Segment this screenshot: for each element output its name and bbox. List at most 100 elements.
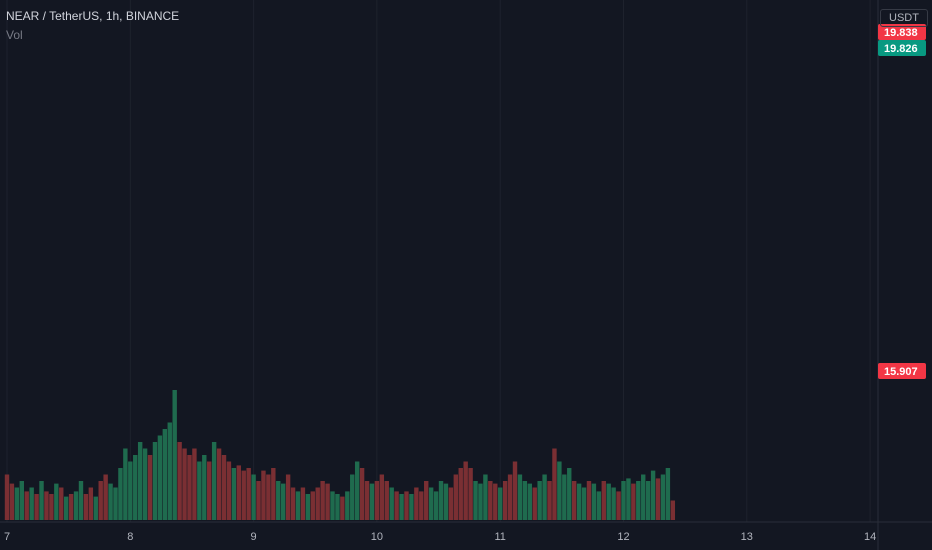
- volume-bar: [532, 487, 537, 520]
- volume-bar: [571, 481, 577, 520]
- volume-bar: [147, 455, 153, 520]
- volume-bar: [108, 483, 113, 520]
- volume-bar: [231, 468, 237, 520]
- volume-bars: [4, 390, 676, 520]
- volume-bar: [197, 461, 202, 520]
- volume-bar: [63, 496, 69, 520]
- currency-label[interactable]: USDT: [880, 9, 928, 27]
- price-tag: [878, 363, 926, 379]
- volume-bar: [162, 429, 168, 520]
- volume-bar: [9, 483, 15, 520]
- volume-bar: [261, 470, 266, 520]
- volume-bar: [44, 491, 49, 520]
- volume-bar: [409, 494, 414, 520]
- volume-bar: [133, 455, 138, 520]
- volume-bar: [211, 442, 217, 520]
- volume-bar: [14, 487, 20, 520]
- volume-bar: [502, 481, 508, 520]
- volume-bar: [493, 483, 498, 520]
- volume-bar: [665, 468, 671, 520]
- volume-bar: [443, 483, 449, 520]
- volume-bar: [246, 468, 251, 520]
- volume-bar: [537, 481, 542, 520]
- volume-bar: [468, 468, 473, 520]
- volume-bar: [424, 481, 429, 520]
- volume-bar: [118, 468, 123, 520]
- volume-bar: [34, 494, 39, 520]
- volume-bar: [290, 487, 296, 520]
- volume-bar: [414, 487, 419, 520]
- price-tags: 19.83819.82616.95416.79143:0416.15215.90…: [878, 24, 926, 379]
- volume-bar: [567, 468, 572, 520]
- volume-bar: [68, 494, 74, 520]
- volume-bar: [488, 481, 493, 520]
- volume-bar: [88, 487, 94, 520]
- volume-bar: [182, 448, 187, 520]
- volume-bar: [78, 481, 84, 520]
- volume-bar: [207, 461, 212, 520]
- volume-bar: [428, 487, 434, 520]
- volume-bar: [621, 481, 626, 520]
- volume-bar: [241, 470, 246, 520]
- volume-bar: [636, 481, 641, 520]
- volume-bar: [167, 422, 172, 520]
- volume-bar: [187, 455, 192, 520]
- volume-bar: [438, 481, 444, 520]
- volume-bar: [345, 491, 350, 520]
- volume-bar: [19, 481, 24, 520]
- volume-bar: [221, 455, 227, 520]
- volume-bar: [354, 461, 360, 520]
- volume-bar: [576, 483, 582, 520]
- volume-bar: [606, 483, 611, 520]
- volume-bar: [93, 496, 98, 520]
- price-tag-value: 19.838: [884, 27, 918, 39]
- volume-bar: [123, 448, 128, 520]
- volume-bar: [320, 481, 325, 520]
- volume-bar: [236, 465, 242, 520]
- volume-bar: [369, 483, 375, 520]
- price-tag-value: 19.826: [884, 43, 918, 55]
- volume-bar: [507, 474, 513, 520]
- volume-bar: [192, 448, 197, 520]
- volume-bar: [389, 487, 394, 520]
- volume-bar: [295, 491, 301, 520]
- volume-bar: [350, 474, 355, 520]
- volume-bar: [83, 494, 89, 520]
- time-tick-label: 11: [494, 531, 505, 543]
- volume-bar: [433, 491, 439, 520]
- volume-bar: [98, 481, 103, 520]
- volume-bar: [419, 491, 424, 520]
- volume-bar: [596, 491, 602, 520]
- volume-bar: [404, 491, 409, 520]
- price-tag: [878, 40, 926, 56]
- volume-bar: [24, 491, 29, 520]
- volume-bar: [616, 491, 621, 520]
- volume-bar: [483, 474, 488, 520]
- volume-bar: [152, 442, 158, 520]
- volume-bar: [216, 448, 222, 520]
- time-tick-label: 14: [864, 531, 876, 543]
- time-axis[interactable]: 7 8 9 10 11 12 13 14: [0, 521, 932, 543]
- price-axis[interactable]: 14.50015.00015.50016.50017.00017.50018.0…: [877, 0, 919, 550]
- volume-bar: [103, 474, 108, 520]
- volume-bar: [330, 491, 335, 520]
- price-tag: [878, 24, 926, 40]
- volume-bar: [29, 487, 34, 520]
- volume-bar: [285, 474, 291, 520]
- volume-bar: [542, 474, 547, 520]
- volume-bar: [478, 483, 483, 520]
- symbol-title[interactable]: NEAR / TetherUS, 1h, BINANCE: [6, 9, 180, 23]
- volume-bar: [310, 491, 315, 520]
- time-tick-label: 9: [251, 531, 257, 543]
- volume-bar: [276, 481, 281, 520]
- volume-bar: [172, 390, 177, 520]
- volume-bar: [601, 481, 606, 520]
- volume-indicator-label[interactable]: Vol: [6, 28, 23, 42]
- volume-bar: [113, 487, 118, 520]
- volume-bar: [517, 474, 523, 520]
- price-tag-value: 15.907: [884, 366, 918, 378]
- volume-bar: [359, 468, 365, 520]
- volume-bar: [364, 481, 370, 520]
- volume-bar: [463, 461, 468, 520]
